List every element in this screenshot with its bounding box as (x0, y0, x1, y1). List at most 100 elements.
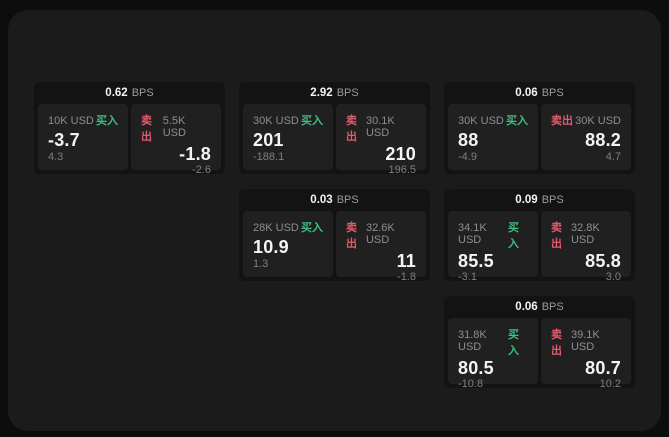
buy-price: 10.9 (253, 236, 289, 257)
buy-panel-top: 30K USD 买入 (253, 112, 323, 128)
spread-bps-value: 2.92 (310, 87, 333, 99)
buy-size: 31.8K USD (458, 329, 487, 353)
sell-delta: 4.7 (605, 151, 621, 163)
spread-bps-value: 0.09 (515, 194, 538, 206)
sell-side-label: 卖出 (551, 115, 573, 127)
quote-panels: 28K USD 买入 10.9 1.3 卖出 32.6K USD 11 -1.8 (239, 209, 430, 281)
quote-card: 0.06 BPS 30K USD 买入 88 -4.9 卖出 30K USD 8… (444, 82, 635, 174)
quote-card: 0.09 BPS 34.1K USD 买入 85.5 -3.1 卖出 32.8K… (444, 189, 635, 281)
buy-panel[interactable]: 30K USD 买入 201 -188.1 (243, 104, 333, 170)
buy-price: 80.5 (458, 358, 494, 378)
sell-side-label: 卖出 (346, 222, 357, 250)
card-header: 0.09 BPS (444, 189, 635, 209)
sell-price: 11 (396, 251, 416, 271)
card-header: 0.06 BPS (444, 82, 635, 102)
buy-delta: -10.8 (458, 378, 484, 388)
quote-panels: 10K USD 买入 -3.7 4.3 卖出 5.5K USD -1.8 -2.… (34, 102, 225, 174)
sell-panel[interactable]: 卖出 30.1K USD 210 196.5 (336, 104, 426, 174)
spread-bps-value: 0.03 (310, 194, 333, 206)
buy-size: 30K USD (458, 115, 504, 127)
bps-unit-label: BPS (336, 87, 359, 99)
buy-side-label: 买入 (301, 222, 323, 234)
app-window: 0.62 BPS 10K USD 买入 -3.7 4.3 卖出 5.5K USD… (8, 10, 661, 431)
buy-size: 28K USD (253, 222, 299, 234)
sell-side-label: 卖出 (346, 115, 357, 143)
bps-unit-label: BPS (336, 194, 359, 206)
sell-panel[interactable]: 卖出 39.1K USD 80.7 10.2 (541, 318, 631, 388)
sell-size: 32.6K USD (365, 222, 395, 246)
sell-price: -1.8 (179, 144, 211, 164)
sell-delta: -1.8 (397, 271, 416, 281)
buy-delta: 4.3 (48, 151, 64, 163)
buy-side-label: 买入 (508, 222, 520, 250)
sell-panel[interactable]: 卖出 32.6K USD 11 -1.8 (336, 211, 426, 281)
card-header: 0.03 BPS (239, 189, 430, 209)
buy-panel[interactable]: 10K USD 买入 -3.7 4.3 (38, 104, 128, 170)
sell-delta: 10.2 (599, 378, 621, 388)
sell-panel[interactable]: 卖出 32.8K USD 85.8 3.0 (541, 211, 631, 281)
sell-price: 210 (385, 144, 416, 164)
sell-size: 5.5K USD (162, 115, 186, 139)
sell-panel-top: 卖出 32.6K USD (346, 219, 416, 251)
buy-side-label: 买入 (508, 329, 520, 357)
card-header: 0.62 BPS (34, 82, 225, 102)
bps-unit-label: BPS (541, 194, 564, 206)
sell-panel-top: 卖出 39.1K USD (551, 326, 621, 358)
buy-delta: -188.1 (253, 151, 285, 163)
sell-panel-top: 卖出 30K USD (551, 112, 621, 128)
buy-price: 88 (458, 129, 479, 150)
sell-price: 80.7 (585, 358, 621, 378)
buy-panel[interactable]: 31.8K USD 买入 80.5 -10.8 (448, 318, 538, 388)
quote-panels: 30K USD 买入 88 -4.9 卖出 30K USD 88.2 4.7 (444, 102, 635, 174)
sell-side-label: 卖出 (551, 222, 562, 250)
spread-bps-value: 0.62 (105, 87, 128, 99)
sell-panel-top: 卖出 32.8K USD (551, 219, 621, 251)
buy-size: 30K USD (253, 115, 299, 127)
sell-side-label: 卖出 (551, 329, 562, 357)
sell-size: 30K USD (575, 115, 621, 127)
buy-panel-top: 10K USD 买入 (48, 112, 118, 128)
buy-panel-top: 28K USD 买入 (253, 219, 323, 235)
buy-side-label: 买入 (301, 115, 323, 127)
sell-size: 32.8K USD (570, 222, 600, 246)
buy-price: -3.7 (48, 129, 80, 150)
sell-price: 85.8 (585, 251, 621, 271)
card-header: 0.06 BPS (444, 296, 635, 316)
quote-card: 0.62 BPS 10K USD 买入 -3.7 4.3 卖出 5.5K USD… (34, 82, 225, 174)
bps-unit-label: BPS (131, 87, 154, 99)
sell-delta: 196.5 (388, 164, 416, 174)
sell-size: 30.1K USD (365, 115, 395, 139)
sell-delta: -2.6 (192, 164, 211, 174)
buy-size: 10K USD (48, 115, 94, 127)
buy-side-label: 买入 (506, 115, 528, 127)
buy-panel-top: 31.8K USD 买入 (458, 326, 528, 358)
buy-delta: -3.1 (458, 271, 477, 281)
quote-card: 0.03 BPS 28K USD 买入 10.9 1.3 卖出 32.6K US… (239, 189, 430, 281)
sell-panel-top: 卖出 30.1K USD (346, 112, 416, 144)
sell-panel[interactable]: 卖出 5.5K USD -1.8 -2.6 (131, 104, 221, 174)
quote-panels: 30K USD 买入 201 -188.1 卖出 30.1K USD 210 1… (239, 102, 430, 174)
sell-side-label: 卖出 (141, 115, 152, 143)
buy-panel[interactable]: 34.1K USD 买入 85.5 -3.1 (448, 211, 538, 281)
buy-side-label: 买入 (96, 115, 118, 127)
buy-panel[interactable]: 30K USD 买入 88 -4.9 (448, 104, 538, 170)
quote-card: 0.06 BPS 31.8K USD 买入 80.5 -10.8 卖出 39.1… (444, 296, 635, 388)
quote-panels: 31.8K USD 买入 80.5 -10.8 卖出 39.1K USD 80.… (444, 316, 635, 388)
buy-price: 201 (253, 129, 284, 150)
buy-panel-top: 30K USD 买入 (458, 112, 528, 128)
sell-panel-top: 卖出 5.5K USD (141, 112, 211, 144)
buy-size: 34.1K USD (458, 222, 487, 246)
card-header: 2.92 BPS (239, 82, 430, 102)
quote-card: 2.92 BPS 30K USD 买入 201 -188.1 卖出 30.1K … (239, 82, 430, 174)
sell-delta: 3.0 (605, 271, 621, 281)
buy-panel[interactable]: 28K USD 买入 10.9 1.3 (243, 211, 333, 277)
quote-panels: 34.1K USD 买入 85.5 -3.1 卖出 32.8K USD 85.8… (444, 209, 635, 281)
bps-unit-label: BPS (541, 301, 564, 313)
bps-unit-label: BPS (541, 87, 564, 99)
buy-delta: 1.3 (253, 258, 269, 270)
buy-panel-top: 34.1K USD 买入 (458, 219, 528, 251)
sell-price: 88.2 (585, 129, 621, 150)
buy-delta: -4.9 (458, 151, 477, 163)
sell-panel[interactable]: 卖出 30K USD 88.2 4.7 (541, 104, 631, 170)
buy-price: 85.5 (458, 251, 494, 271)
